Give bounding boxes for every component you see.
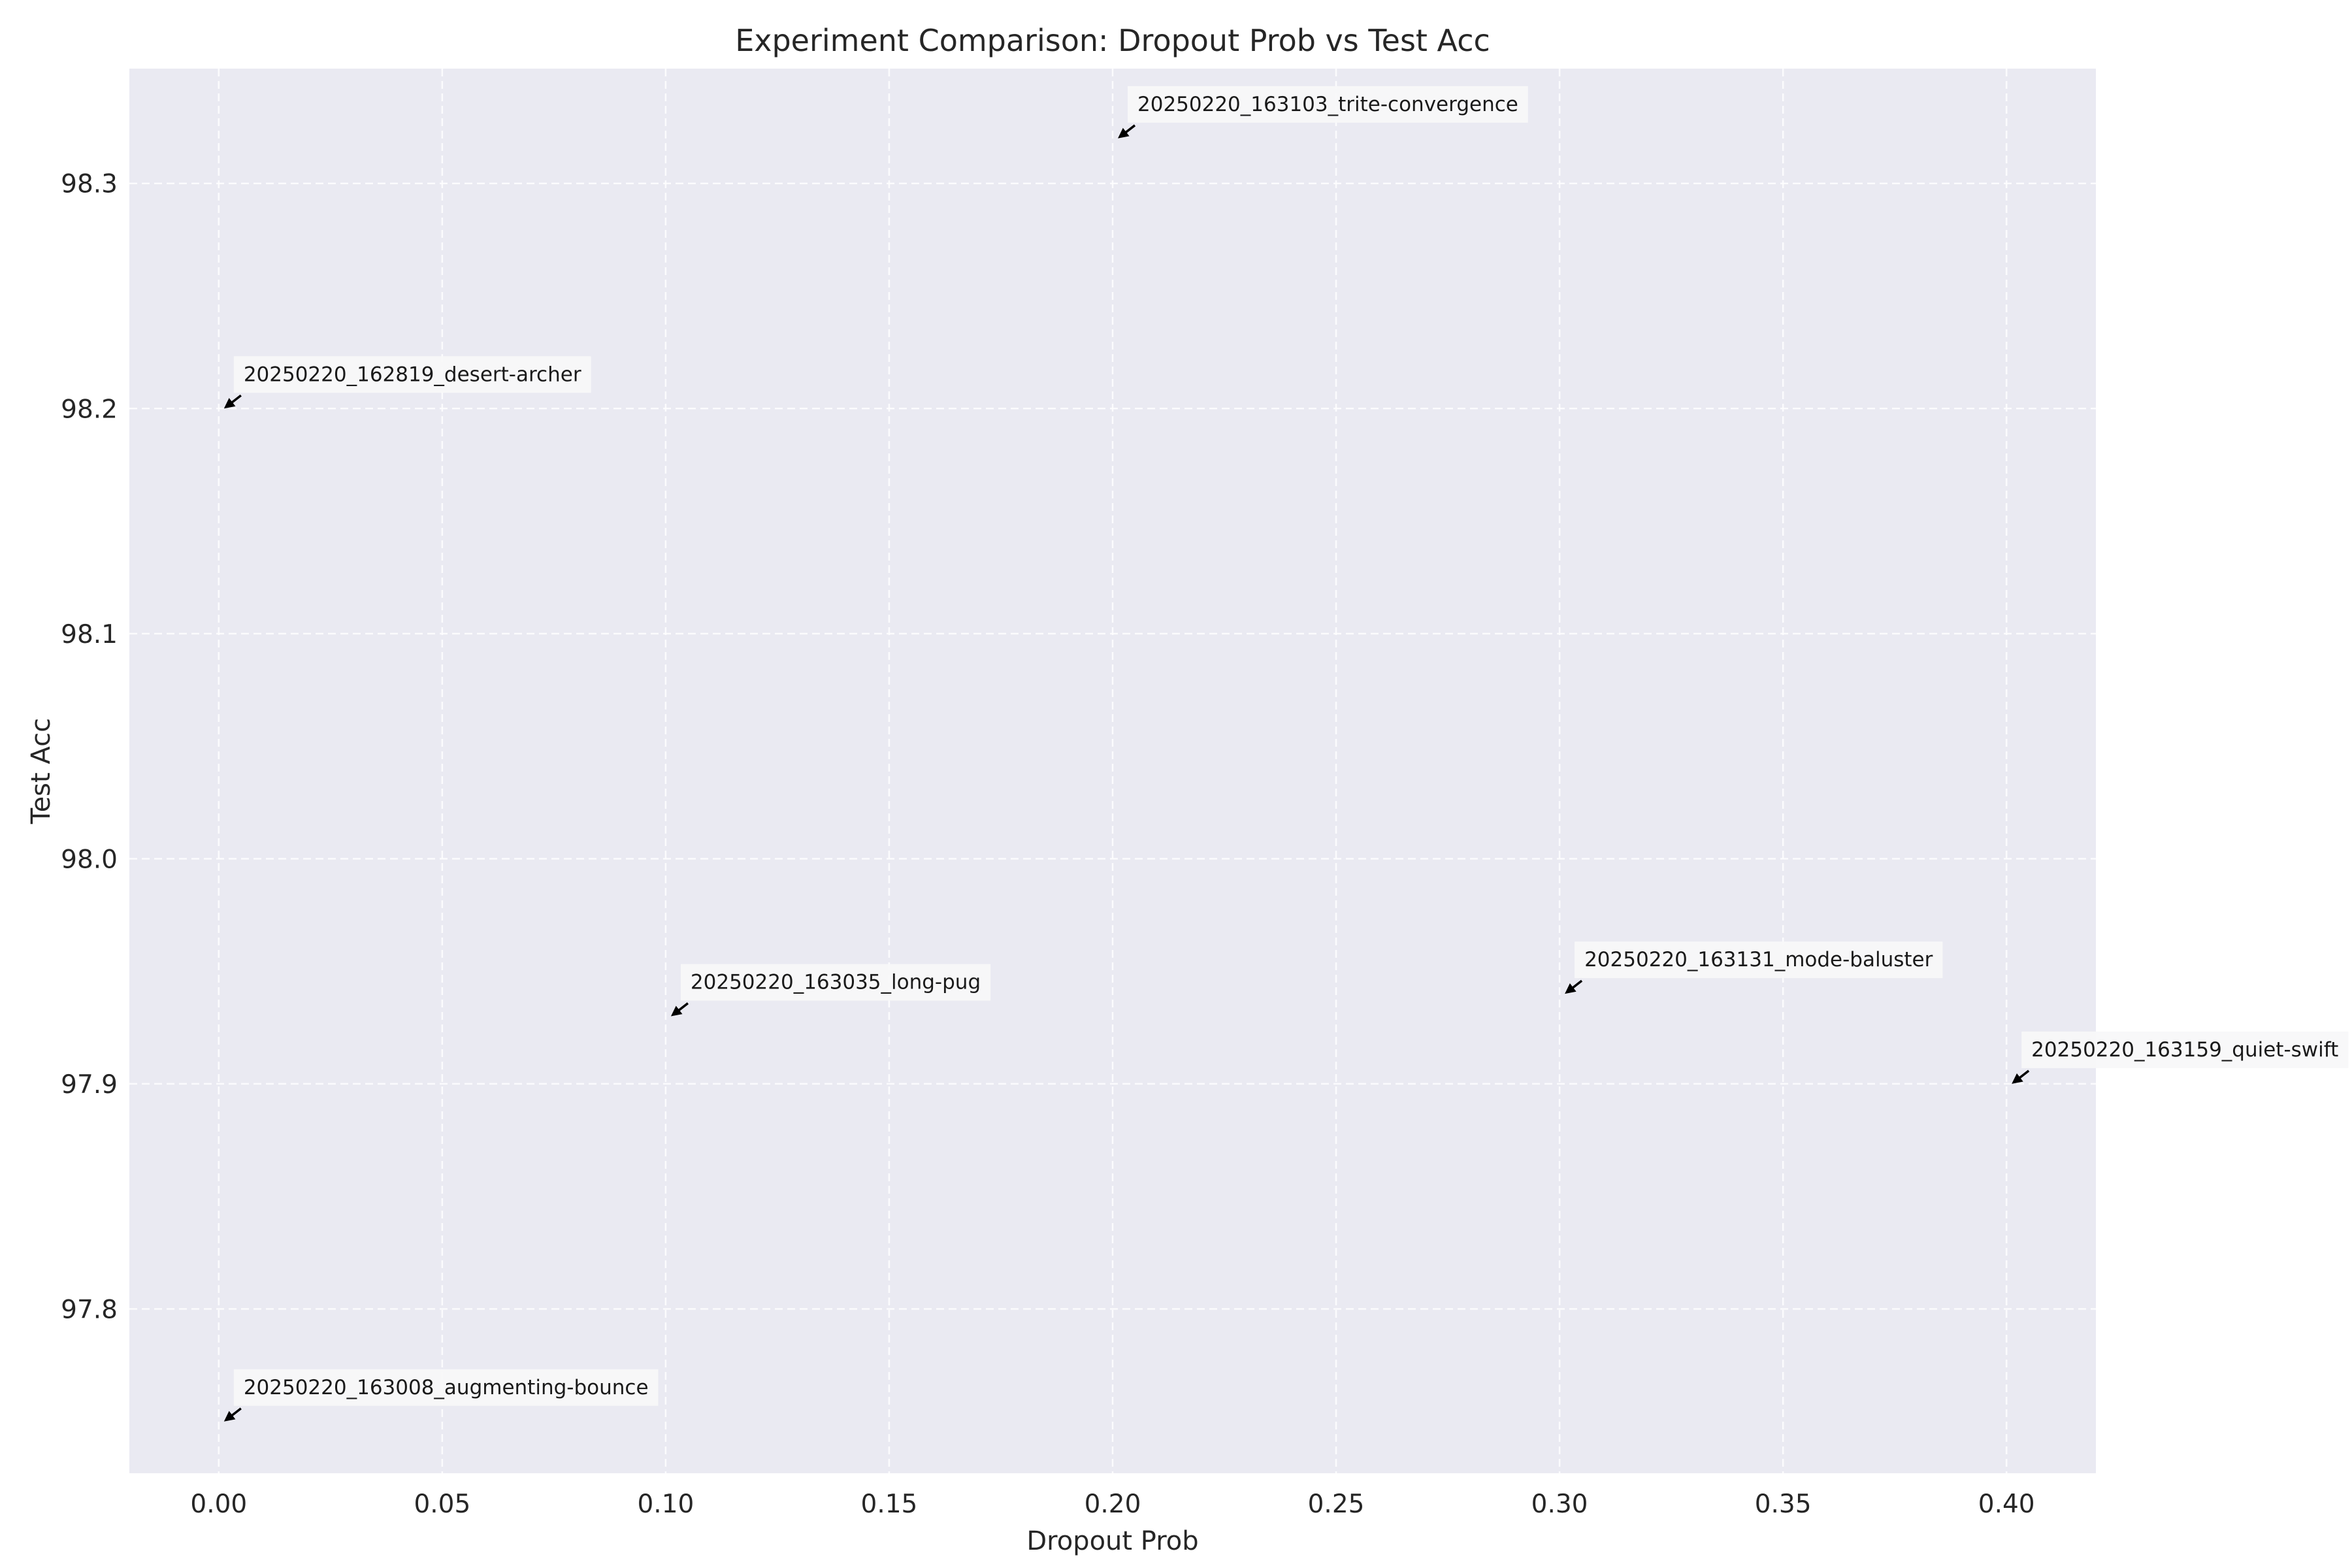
x-tick-label: 0.20 bbox=[1085, 1490, 1141, 1519]
annotations: 20250220_162819_desert-archer 20250220_16… bbox=[223, 86, 2349, 1422]
y-tick-label: 97.8 bbox=[61, 1295, 118, 1324]
data-point-marker bbox=[670, 1005, 683, 1017]
annotation-label: 20250220_163008_augmenting-bounce bbox=[244, 1376, 649, 1399]
x-tick-label: 0.00 bbox=[190, 1490, 247, 1519]
y-tick-label: 98.3 bbox=[61, 170, 118, 199]
x-tick-label: 0.30 bbox=[1531, 1490, 1588, 1519]
x-tick-label: 0.05 bbox=[414, 1490, 470, 1519]
y-tick-labels: 97.8 97.9 98.0 98.1 98.2 98.3 bbox=[61, 170, 118, 1325]
annotation-box bbox=[2021, 1031, 2349, 1068]
data-point-annotation: 20250220_163103_trite-convergence bbox=[1118, 86, 1528, 139]
annotation-label: 20250220_163103_trite-convergence bbox=[1137, 93, 1518, 116]
x-tick-label: 0.25 bbox=[1308, 1490, 1365, 1519]
annotation-label: 20250220_163131_mode-baluster bbox=[1584, 948, 1933, 972]
annotation-box bbox=[1575, 941, 1943, 979]
annotation-box bbox=[1128, 86, 1528, 123]
annotation-label: 20250220_163035_long-pug bbox=[691, 971, 981, 994]
data-point-annotation: 20250220_163131_mode-baluster bbox=[1565, 941, 1943, 994]
annotation-box bbox=[233, 356, 591, 393]
annotation-box bbox=[233, 1369, 659, 1406]
data-point-marker bbox=[1565, 983, 1576, 994]
x-tick-label: 0.15 bbox=[861, 1490, 918, 1519]
annotation-box bbox=[680, 964, 991, 1001]
annotation-label: 20250220_162819_desert-archer bbox=[244, 363, 581, 386]
data-point-annotation: 20250220_162819_desert-archer bbox=[223, 356, 591, 409]
x-tick-label: 0.35 bbox=[1755, 1490, 1812, 1519]
data-point-annotation: 20250220_163159_quiet-swift bbox=[2012, 1031, 2349, 1084]
data-point-annotation: 20250220_163035_long-pug bbox=[670, 964, 991, 1017]
y-axis-label: Test Acc bbox=[26, 718, 56, 825]
y-tick-label: 97.9 bbox=[61, 1070, 118, 1100]
x-axis-label: Dropout Prob bbox=[1026, 1526, 1198, 1556]
y-tick-label: 98.0 bbox=[61, 845, 118, 874]
data-point-marker bbox=[2012, 1073, 2023, 1084]
data-point-marker bbox=[223, 1411, 236, 1422]
x-tick-label: 0.10 bbox=[637, 1490, 694, 1519]
x-tick-label: 0.40 bbox=[1978, 1490, 2035, 1519]
data-point-annotation: 20250220_163008_augmenting-bounce bbox=[223, 1369, 659, 1422]
chart-title: Experiment Comparison: Dropout Prob vs T… bbox=[735, 23, 1490, 58]
y-tick-label: 98.1 bbox=[61, 620, 118, 649]
grid-lines bbox=[129, 69, 2096, 1473]
data-point-marker bbox=[1118, 127, 1130, 139]
annotation-label: 20250220_163159_quiet-swift bbox=[2031, 1038, 2338, 1062]
data-point-marker bbox=[223, 398, 236, 409]
y-tick-label: 98.2 bbox=[61, 395, 118, 424]
x-tick-labels: 0.00 0.05 0.10 0.15 0.20 0.25 0.30 0.35 0.40 bbox=[190, 1490, 2034, 1519]
